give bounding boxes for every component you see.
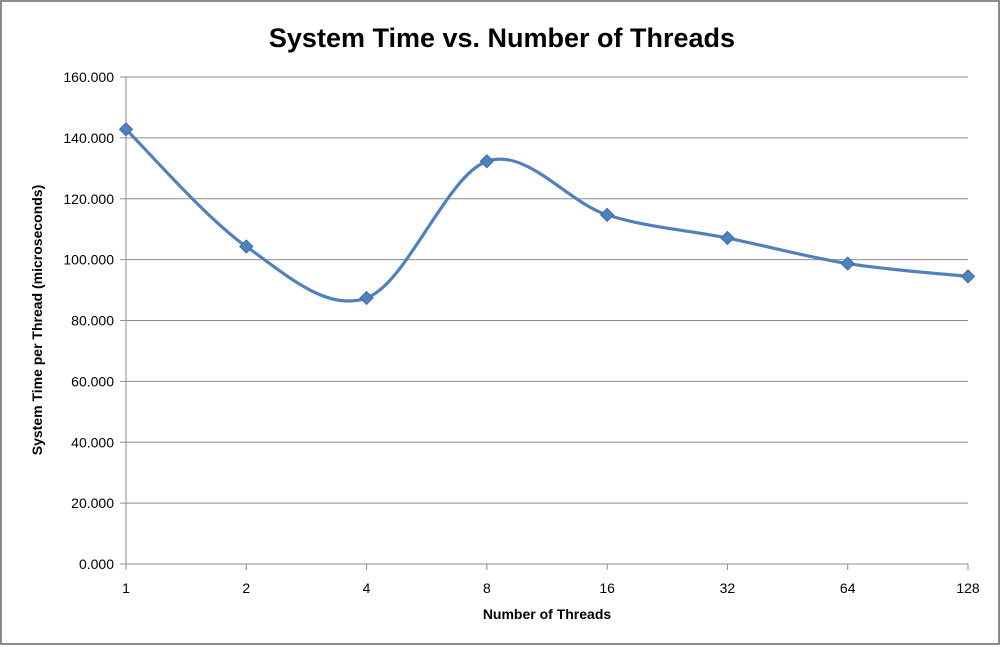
y-axis-tick-labels: 0.000 20.000 40.000 60.000 80.000 100.000 120.… xyxy=(63,69,114,572)
y-tick-label: 60.000 xyxy=(71,373,114,389)
x-tick-label: 8 xyxy=(483,580,491,596)
series-layer xyxy=(118,122,976,306)
y-tick-label: 80.000 xyxy=(71,313,114,329)
data-point-marker xyxy=(479,154,495,169)
y-tick-label: 160.000 xyxy=(63,69,114,85)
y-tick-label: 120.000 xyxy=(63,191,114,207)
data-point-marker xyxy=(599,207,615,223)
y-tick-label: 0.000 xyxy=(79,556,114,572)
data-point-marker xyxy=(840,256,855,271)
data-point-marker xyxy=(239,239,254,254)
y-tick-label: 20.000 xyxy=(71,495,114,511)
series-line xyxy=(124,127,970,303)
chart-title: System Time vs. Number of Threads xyxy=(269,23,735,53)
data-point-marker xyxy=(960,269,976,284)
x-tick-label: 16 xyxy=(599,580,615,596)
axes xyxy=(120,76,969,570)
y-tick-label: 40.000 xyxy=(71,434,114,450)
x-tick-label: 4 xyxy=(363,580,371,596)
x-tick-label: 64 xyxy=(840,580,856,596)
x-axis-title: Number of Threads xyxy=(483,606,612,622)
y-axis-title: System Time per Thread (microseconds) xyxy=(29,185,45,456)
y-tick-label: 100.000 xyxy=(63,252,114,268)
data-point-marker xyxy=(118,122,134,137)
data-point-marker xyxy=(359,290,374,306)
x-axis-tick-labels: 1 2 4 8 16 32 64 128 xyxy=(122,580,980,596)
x-tick-label: 1 xyxy=(122,580,130,596)
y-tick-label: 140.000 xyxy=(63,130,114,146)
gridlines xyxy=(126,76,968,504)
x-tick-label: 32 xyxy=(720,580,736,596)
x-tick-label: 128 xyxy=(956,580,980,596)
x-tick-label: 2 xyxy=(242,580,250,596)
data-point-marker xyxy=(720,230,735,246)
